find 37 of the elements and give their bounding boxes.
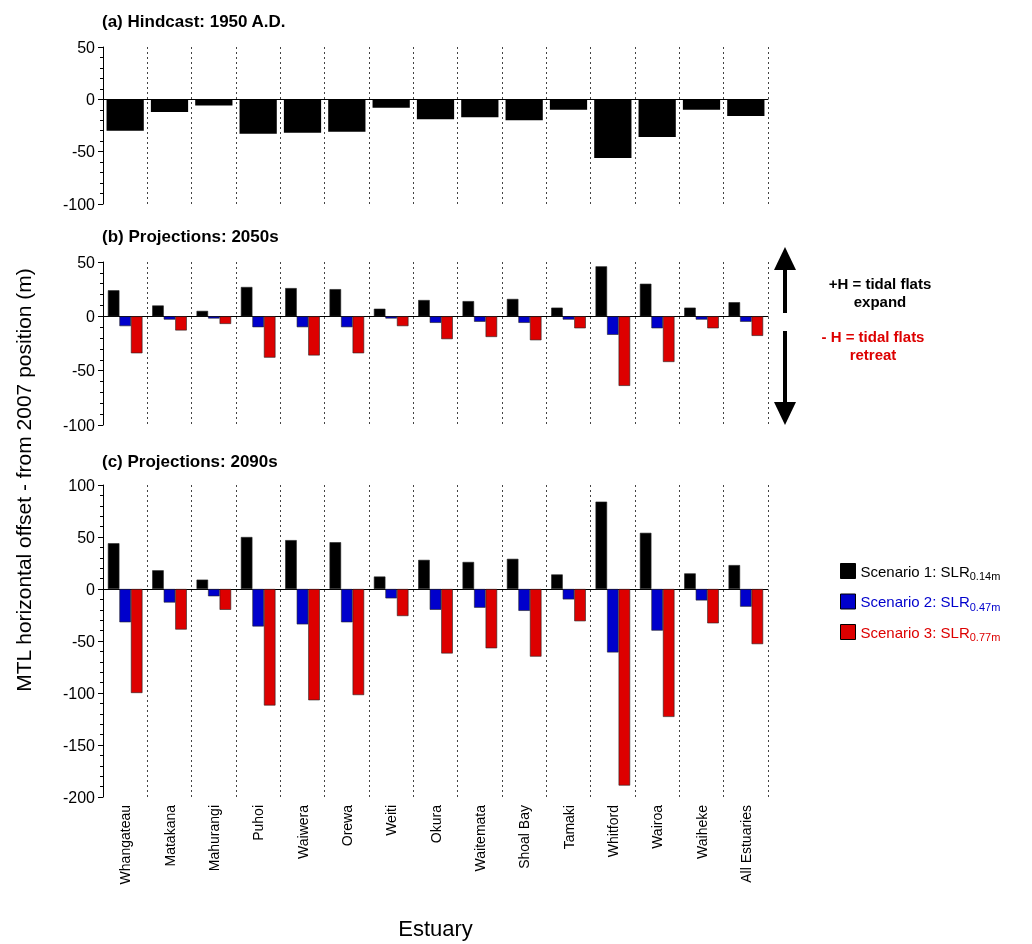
y-tick-label: -100: [62, 195, 96, 213]
y-tick-label: 0: [86, 580, 96, 598]
y-tick-label: 50: [77, 528, 96, 546]
y-tick-label: -100: [62, 684, 96, 702]
x-tick-label: Waitemata: [471, 804, 488, 872]
x-tick-label: Wairoa: [649, 804, 666, 849]
x-tick-label: Waiwera: [294, 804, 311, 859]
x-tick-label: Matakana: [161, 804, 178, 867]
x-tick-label: Whangateau: [117, 805, 134, 885]
x-tick-label: Okura: [427, 804, 444, 844]
chart-title: (b) Projections: 2050s: [102, 227, 279, 246]
text: +H = tidal flats expand: [828, 274, 932, 310]
y-axis-title: MTL horizontal offset - from 2007 position (m): [12, 268, 36, 692]
x-tick-label: Mahurangi: [205, 805, 222, 872]
x-tick-label: All Estuaries: [737, 805, 754, 883]
x-tick-label: Shoal Bay: [516, 805, 533, 869]
chart-title: (c) Projections: 2090s: [102, 452, 278, 471]
x-tick-label: Waiheke: [693, 804, 710, 859]
y-tick-label: -200: [62, 788, 96, 806]
y-tick-label: -50: [71, 362, 96, 380]
chart-title: (a) Hindcast: 1950 A.D.: [102, 12, 286, 31]
x-tick-label: Whitford: [604, 805, 621, 858]
y-tick-label: -50: [71, 143, 96, 161]
y-tick-label: 0: [86, 307, 96, 325]
x-tick-label: Weiti: [383, 805, 400, 836]
text: - H = tidal flats retreat: [821, 327, 925, 363]
x-tick-label: Orewa: [338, 804, 355, 847]
y-tick-label: -50: [71, 632, 96, 650]
y-tick-label: 0: [86, 90, 96, 108]
y-tick-label: 100: [68, 476, 96, 494]
y-tick-label: -150: [62, 736, 96, 754]
y-tick-label: 50: [77, 253, 96, 271]
y-tick-label: -100: [62, 416, 96, 434]
x-axis-title: Estuary: [398, 915, 473, 941]
y-tick-label: 50: [77, 38, 96, 56]
x-tick-label: Puhoi: [250, 805, 267, 841]
x-tick-label: Tamaki: [560, 805, 577, 850]
